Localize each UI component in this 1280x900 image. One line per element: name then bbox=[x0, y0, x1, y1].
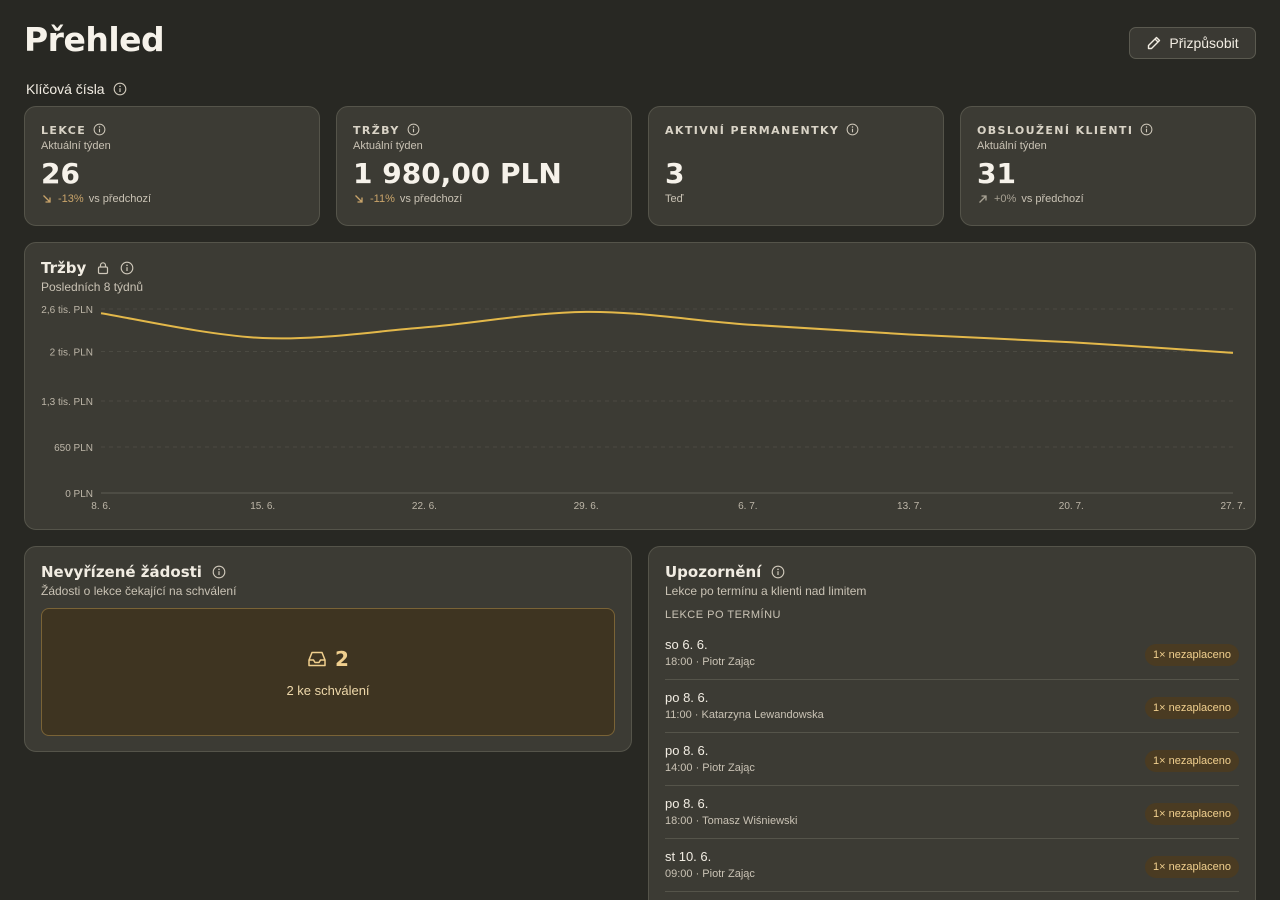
x-tick-label: 13. 7. bbox=[897, 501, 922, 512]
info-icon[interactable] bbox=[120, 261, 134, 275]
list-item[interactable]: po 8. 6. 11:00 · Katarzyna Lewandowska 1… bbox=[665, 680, 1239, 733]
unpaid-badge: 1× nezaplaceno bbox=[1145, 697, 1239, 719]
kpi-subtitle: Aktuální týden bbox=[41, 140, 111, 152]
info-icon[interactable] bbox=[846, 123, 860, 137]
alert-date: so 6. 6. bbox=[665, 637, 708, 652]
kpi-value: 3 bbox=[665, 157, 685, 190]
x-tick-label: 22. 6. bbox=[412, 501, 437, 512]
kpi-subtitle: Aktuální týden bbox=[977, 140, 1047, 152]
alerts-title: Upozornění bbox=[665, 563, 762, 581]
alert-date: st 10. 6. bbox=[665, 849, 712, 864]
kpi-card-revenue: TRŽBY Aktuální týden 1 980,00 PLN -11% v… bbox=[336, 106, 632, 226]
unpaid-badge: 1× nezaplaceno bbox=[1145, 803, 1239, 825]
requests-subtitle: Žádosti o lekce čekající na schválení bbox=[41, 584, 237, 598]
y-tick-label: 2,6 tis. PLN bbox=[41, 305, 93, 316]
alerts-subtitle: Lekce po termínu a klienti nad limitem bbox=[665, 584, 867, 598]
pending-requests-box[interactable]: 2 2 ke schválení bbox=[41, 608, 615, 736]
trend-down-arrow-icon bbox=[353, 193, 365, 205]
kpi-value: 31 bbox=[977, 157, 1016, 190]
inbox-icon bbox=[307, 650, 327, 668]
pencil-icon bbox=[1146, 35, 1162, 51]
kpi-subtitle: Aktuální týden bbox=[353, 140, 423, 152]
kpi-card-lessons: LEKCE Aktuální týden 26 -13% vs předchoz… bbox=[24, 106, 320, 226]
alert-date: po 8. 6. bbox=[665, 690, 709, 705]
trend-text: vs předchozí bbox=[399, 193, 463, 205]
x-tick-label: 20. 7. bbox=[1059, 501, 1084, 512]
kpi-trend: -11% vs předchozí bbox=[353, 193, 615, 205]
trend-down-arrow-icon bbox=[41, 193, 53, 205]
trend-percent: +0% bbox=[994, 193, 1017, 205]
x-tick-label: 15. 6. bbox=[250, 501, 275, 512]
pending-label: 2 ke schválení bbox=[286, 682, 370, 698]
requests-title: Nevyřízené žádosti bbox=[41, 563, 202, 581]
y-tick-label: 650 PLN bbox=[54, 443, 93, 454]
y-tick-label: 1,3 tis. PLN bbox=[41, 397, 93, 408]
kpi-card-active-passes: AKTIVNÍ PERMANENTKY 3 Teď bbox=[648, 106, 944, 226]
kpi-value: 1 980,00 PLN bbox=[353, 157, 562, 190]
lock-icon bbox=[96, 261, 110, 275]
overdue-lessons-list: so 6. 6. 18:00 · Piotr Zając 1× nezaplac… bbox=[665, 627, 1239, 892]
info-icon[interactable] bbox=[1140, 123, 1154, 137]
alerts-card: Upozornění Lekce po termínu a klienti na… bbox=[648, 546, 1256, 900]
info-icon[interactable] bbox=[113, 82, 127, 96]
key-figures-label: Klíčová čísla bbox=[26, 81, 105, 97]
alert-detail: 18:00 · Tomasz Wiśniewski bbox=[665, 815, 798, 827]
kpi-title: TRŽBY bbox=[353, 123, 400, 137]
pending-requests-card: Nevyřízené žádosti Žádosti o lekce čekaj… bbox=[24, 546, 632, 752]
unpaid-badge: 1× nezaplaceno bbox=[1145, 750, 1239, 772]
y-tick-label: 2 tis. PLN bbox=[50, 347, 93, 358]
page-title: Přehled bbox=[24, 20, 165, 59]
trend-text: vs předchozí bbox=[1021, 193, 1084, 205]
kpi-title: AKTIVNÍ PERMANENTKY bbox=[665, 123, 840, 137]
info-icon[interactable] bbox=[212, 565, 226, 579]
alert-detail: 11:00 · Katarzyna Lewandowska bbox=[665, 709, 824, 721]
list-item[interactable]: st 10. 6. 09:00 · Piotr Zając 1× nezapla… bbox=[665, 839, 1239, 892]
info-icon[interactable] bbox=[407, 123, 421, 137]
chart-title: Tržby bbox=[41, 259, 87, 277]
info-icon[interactable] bbox=[771, 565, 785, 579]
kpi-trend: +0% vs předchozí bbox=[977, 193, 1239, 205]
alert-date: po 8. 6. bbox=[665, 796, 709, 811]
customize-button-label: Přizpůsobit bbox=[1169, 35, 1239, 51]
x-tick-label: 6. 7. bbox=[738, 501, 757, 512]
list-item[interactable]: po 8. 6. 18:00 · Tomasz Wiśniewski 1× ne… bbox=[665, 786, 1239, 839]
key-figures-heading: Klíčová čísla bbox=[26, 81, 127, 97]
x-tick-label: 27. 7. bbox=[1220, 501, 1245, 512]
y-tick-label: 0 PLN bbox=[65, 489, 93, 500]
list-item[interactable]: so 6. 6. 18:00 · Piotr Zając 1× nezaplac… bbox=[665, 627, 1239, 680]
kpi-note: Teď bbox=[665, 193, 927, 205]
trend-text: vs předchozí bbox=[88, 193, 152, 205]
trend-percent: -13% bbox=[58, 193, 84, 205]
alert-detail: 09:00 · Piotr Zając bbox=[665, 868, 755, 880]
x-tick-label: 8. 6. bbox=[91, 501, 110, 512]
trend-percent: -11% bbox=[370, 193, 395, 205]
customize-button[interactable]: Přizpůsobit bbox=[1129, 27, 1256, 59]
info-icon[interactable] bbox=[93, 123, 107, 137]
list-item[interactable]: po 8. 6. 14:00 · Piotr Zając 1× nezaplac… bbox=[665, 733, 1239, 786]
chart-subtitle: Posledních 8 týdnů bbox=[41, 280, 144, 294]
alerts-section-label: LEKCE PO TERMÍNU bbox=[665, 609, 781, 621]
revenue-chart: 0 PLN 650 PLN 1,3 tis. PLN 2 tis. PLN 2,6 ti… bbox=[41, 305, 1245, 512]
pending-count: 2 bbox=[335, 646, 349, 671]
series-line bbox=[100, 310, 1234, 354]
kpi-value: 26 bbox=[41, 157, 80, 190]
alert-date: po 8. 6. bbox=[665, 743, 709, 758]
kpi-card-served-clients: OBSLOUŽENÍ KLIENTI Aktuální týden 31 +0%… bbox=[960, 106, 1256, 226]
unpaid-badge: 1× nezaplaceno bbox=[1145, 644, 1239, 666]
trend-up-arrow-icon bbox=[977, 193, 989, 205]
kpi-subtitle bbox=[665, 140, 927, 153]
x-tick-label: 29. 6. bbox=[574, 501, 599, 512]
alert-detail: 14:00 · Piotr Zając bbox=[665, 762, 755, 774]
kpi-title: OBSLOUŽENÍ KLIENTI bbox=[977, 123, 1134, 137]
kpi-note-text: Teď bbox=[665, 193, 684, 205]
kpi-title: LEKCE bbox=[41, 123, 87, 137]
unpaid-badge: 1× nezaplaceno bbox=[1145, 856, 1239, 878]
alert-detail: 18:00 · Piotr Zając bbox=[665, 656, 755, 668]
kpi-trend: -13% vs předchozí bbox=[41, 193, 303, 205]
revenue-chart-card: 0 PLN 650 PLN 1,3 tis. PLN 2 tis. PLN 2,6 ti… bbox=[24, 242, 1256, 530]
